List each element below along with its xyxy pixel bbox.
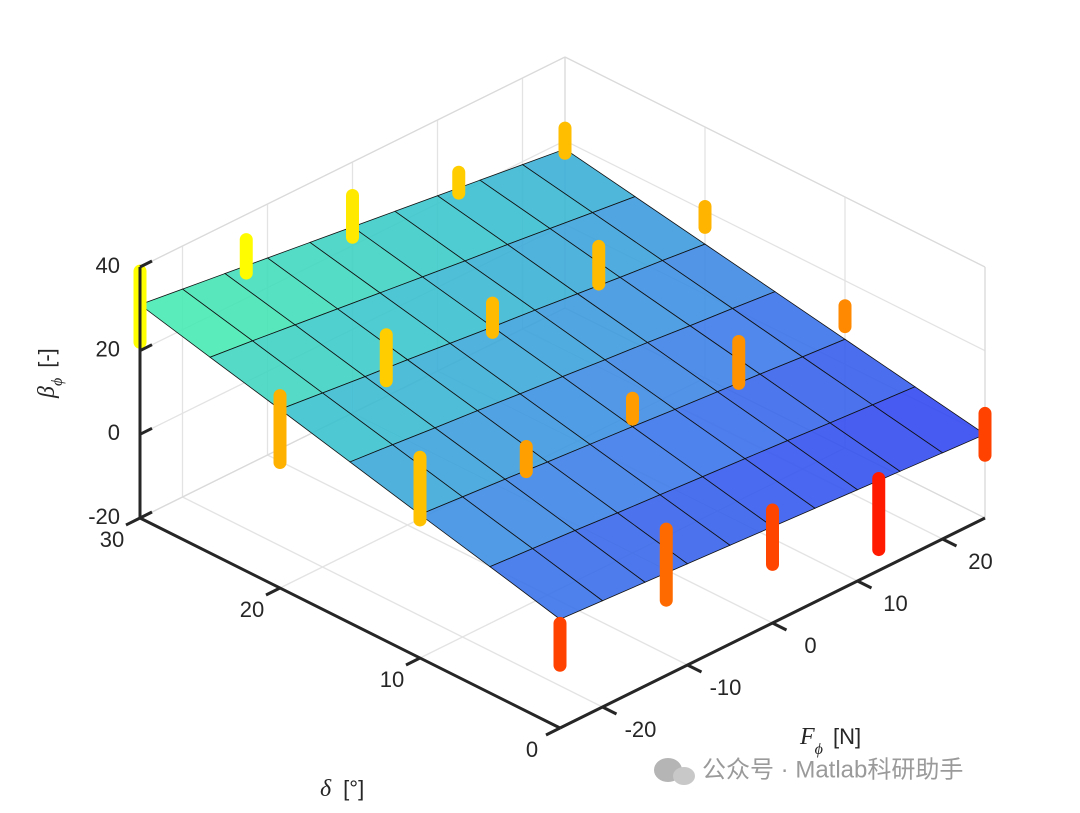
watermark-icon — [673, 767, 695, 785]
x-tick — [856, 579, 873, 590]
z-label-subscript: ϕ — [49, 378, 66, 386]
x-tick — [771, 621, 788, 632]
surface-layer — [139, 148, 986, 620]
z-tick-label: -20 — [88, 504, 120, 529]
z-label-symbol: β — [34, 386, 60, 399]
watermark: 公众号 · Matlab科研助手 — [654, 756, 963, 785]
x-tick-label: 10 — [883, 591, 907, 616]
surface-face — [489, 548, 604, 620]
y-tick-label: 30 — [100, 527, 124, 552]
y-tick — [265, 586, 281, 597]
watermark-text: 公众号 · Matlab科研助手 — [702, 756, 963, 783]
y-tick — [125, 516, 141, 527]
x-tick-label: 20 — [968, 549, 992, 574]
z-tick-label: 40 — [96, 253, 120, 278]
grid-line — [267, 454, 688, 666]
z-label-unit: [-] — [34, 348, 59, 368]
z-tick-label: 0 — [108, 420, 120, 445]
grid-line — [564, 140, 986, 352]
x-label-unit: [N] — [833, 724, 861, 749]
z-tick — [139, 426, 153, 436]
z-tick — [139, 343, 153, 353]
z-tick-label: 20 — [96, 336, 120, 361]
x-label-subscript: ϕ — [815, 741, 823, 758]
y-tick — [545, 726, 561, 737]
box-edge — [139, 56, 566, 268]
x-label-symbol: F — [799, 724, 815, 750]
z-axis-label: βϕ [-] — [34, 348, 66, 399]
y-tick-label: 10 — [380, 667, 404, 692]
y-tick — [405, 656, 421, 667]
y-tick-label: 20 — [240, 597, 264, 622]
y-axis-line — [139, 516, 561, 730]
x-tick-label: -10 — [710, 675, 742, 700]
y-label-unit: [°] — [343, 776, 364, 801]
x-tick-label: -20 — [625, 717, 657, 742]
x-tick-label: 0 — [804, 633, 816, 658]
y-axis-label: δ [°] — [320, 776, 364, 802]
y-label-symbol: δ — [320, 776, 332, 802]
y-tick-label: 0 — [526, 737, 538, 762]
x-tick — [601, 705, 618, 716]
box-edge — [564, 56, 986, 268]
z-tick — [139, 259, 153, 269]
x-axis-label: Fϕ [N] — [799, 724, 861, 758]
grid-line — [182, 496, 603, 708]
x-tick — [941, 537, 958, 548]
z-tick — [139, 510, 153, 520]
x-tick — [686, 663, 703, 674]
